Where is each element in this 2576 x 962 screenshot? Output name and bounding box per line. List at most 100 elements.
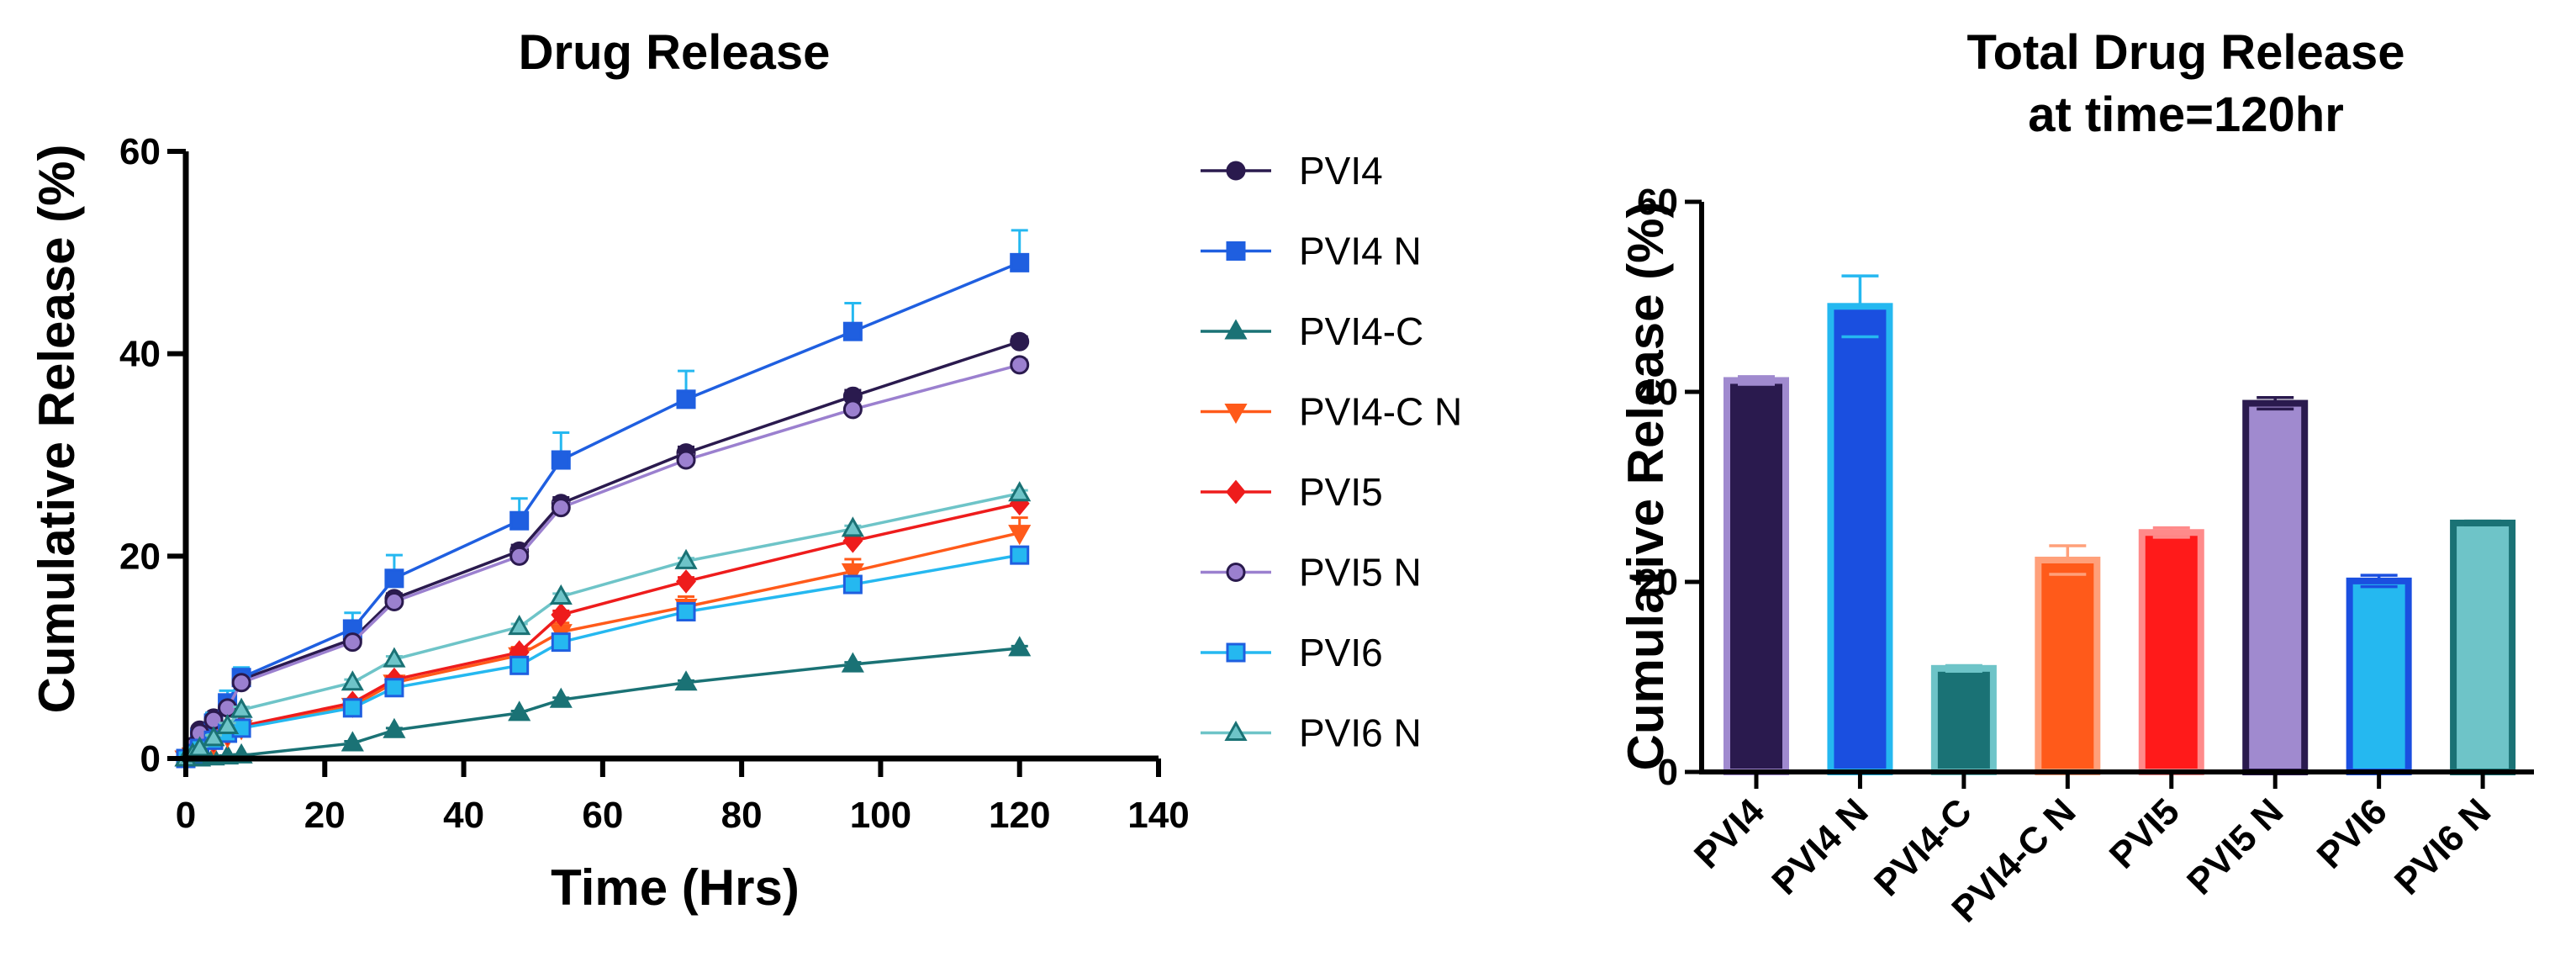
data-point	[842, 321, 863, 341]
bar-pvi6-n	[2450, 519, 2516, 775]
line-chart-x-tick-label: 100	[850, 795, 911, 836]
bar-chart-y-tick-label: 60	[1637, 182, 1678, 223]
data-point	[549, 687, 573, 708]
series-line	[186, 647, 1020, 760]
bar-chart-x-tick-label: PVI5	[2102, 790, 2188, 876]
bar-chart: Total Drug Release at time=120hr 0 20 40 60…	[1618, 25, 2534, 930]
line-chart-x-tick-label: 140	[1127, 795, 1189, 836]
data-point	[384, 591, 404, 611]
bar	[1723, 377, 1789, 775]
data-point	[676, 450, 696, 470]
data-point	[1010, 355, 1030, 375]
bar	[1827, 303, 1893, 775]
data-point	[1008, 525, 1032, 546]
bar	[2450, 519, 2516, 775]
line-chart-legend: PVI4 PVI4 N PVI4-C PVI4-C N PVI5 PVI5 N PVI6 PV…	[1201, 149, 1462, 755]
data-point	[549, 584, 573, 605]
line-chart-y-ticks: 0 20 40 60	[119, 131, 186, 780]
series-pvi4-n	[176, 229, 1030, 769]
bar-pvi4-c-n	[2035, 544, 2101, 776]
legend-marker	[1226, 642, 1246, 663]
bar-pvi4-c	[1930, 663, 1997, 776]
legend-marker	[1226, 241, 1246, 261]
legend-marker	[1226, 563, 1246, 582]
data-point	[508, 615, 531, 636]
data-point	[551, 602, 572, 627]
bar-chart-y-tick-label: 0	[1658, 752, 1678, 793]
bar-chart-x-tick-label: PVI4	[1687, 790, 1772, 876]
data-point	[340, 731, 364, 752]
data-point	[1010, 252, 1030, 272]
line-chart-plot-area	[174, 229, 1032, 771]
data-point	[342, 698, 362, 718]
bar-pvi6	[2346, 574, 2412, 775]
legend-item: PVI6	[1201, 631, 1383, 674]
line-chart-x-tick-label: 80	[721, 795, 763, 836]
series-pvi4-c-n	[174, 516, 1032, 771]
line-chart-y-axis-label: Cumulative Release (%)	[29, 145, 85, 714]
bar	[2242, 399, 2309, 775]
legend-item: PVI4-C N	[1201, 390, 1462, 434]
data-point	[216, 713, 240, 734]
data-point	[383, 717, 406, 738]
data-point	[1010, 331, 1030, 352]
legend-label: PVI5	[1299, 470, 1383, 514]
line-chart-y-tick-label: 0	[140, 738, 161, 780]
legend-item: PVI5 N	[1201, 551, 1422, 595]
legend-marker	[1226, 161, 1246, 181]
data-point	[509, 546, 530, 566]
data-point	[842, 574, 863, 595]
bar-pvi5	[2138, 526, 2204, 775]
line-chart-title: Drug Release	[519, 25, 831, 80]
legend-label: PVI4	[1299, 149, 1383, 193]
data-point	[383, 647, 406, 668]
series-line	[184, 340, 1021, 759]
line-chart-x-axis-label: Time (Hrs)	[551, 859, 800, 916]
data-point	[551, 632, 571, 653]
line-chart-x-tick-label: 20	[304, 795, 346, 836]
legend-label: PVI4 N	[1299, 230, 1422, 273]
data-point	[187, 736, 212, 757]
series-line	[185, 492, 1021, 760]
bar-chart-title: Total Drug Release	[1966, 25, 2404, 80]
data-point	[841, 652, 864, 673]
data-point	[842, 399, 863, 420]
bar-chart-y-ticks: 0 20 40 60	[1637, 182, 1702, 793]
data-point	[202, 726, 225, 747]
data-point	[384, 678, 404, 698]
legend-item: PVI4	[1201, 149, 1383, 193]
line-chart-y-tick-label: 40	[119, 334, 161, 375]
data-point	[1010, 545, 1030, 565]
data-point	[509, 510, 530, 531]
bar-chart-y-tick-label: 40	[1637, 372, 1678, 413]
data-point	[841, 563, 864, 584]
bar-chart-y-axis-label: Cumulative Release (%)	[1618, 202, 1674, 771]
data-point	[551, 498, 571, 518]
legend-label: PVI5 N	[1299, 551, 1422, 595]
data-point	[384, 568, 404, 589]
data-point	[674, 670, 698, 691]
legend-marker	[1226, 479, 1246, 505]
data-point	[841, 516, 864, 537]
data-point	[676, 569, 696, 594]
legend-item: PVI5	[1201, 470, 1383, 514]
data-point	[676, 389, 696, 410]
legend-marker	[1224, 319, 1248, 340]
bar	[1930, 664, 1997, 776]
data-point	[342, 632, 362, 653]
line-chart-x-ticks: 0 20 40 60 80 100 120 140	[176, 758, 1190, 836]
data-point	[674, 548, 698, 569]
legend-label: PVI6 N	[1299, 711, 1422, 755]
bar-chart-subtitle: at time=120hr	[2028, 87, 2344, 142]
legend-label: PVI4-C N	[1299, 390, 1462, 434]
bar-chart-x-tick-label: PVI6	[2309, 790, 2395, 876]
bar	[2138, 529, 2204, 775]
line-chart-x-tick-label: 60	[582, 795, 623, 836]
bar-pvi4	[1723, 375, 1789, 775]
line-chart-x-tick-label: 120	[989, 795, 1050, 836]
bar-pvi4-n	[1827, 274, 1893, 775]
legend-label: PVI4-C	[1299, 309, 1423, 353]
